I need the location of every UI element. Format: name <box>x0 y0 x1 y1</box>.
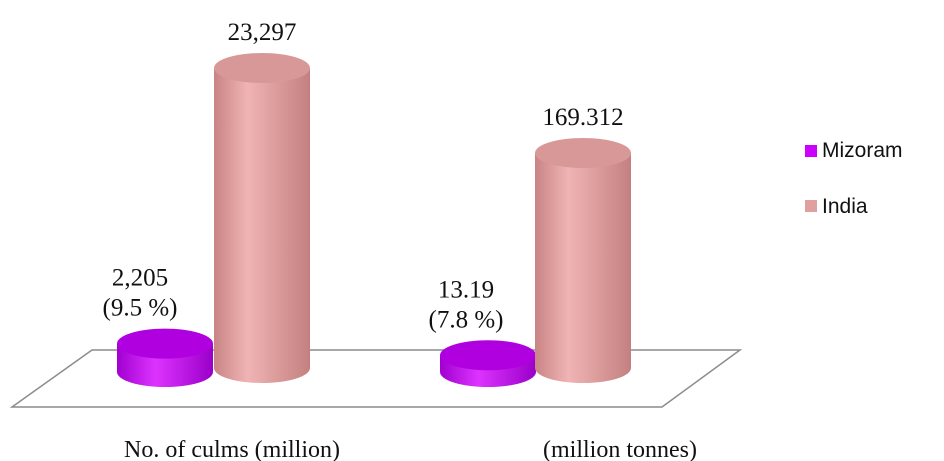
legend: Mizoram India <box>805 139 903 218</box>
bar-mizoram-2 <box>440 340 536 387</box>
bar-india-1 <box>214 53 310 383</box>
chart-bars <box>117 53 631 387</box>
bar-india-2 <box>535 138 631 383</box>
legend-swatch-india <box>805 200 817 212</box>
category-label-1: No. of culms (million) <box>124 437 340 461</box>
data-label-mizoram-1-line2: (9.5 %) <box>103 295 178 322</box>
legend-label-mizoram: Mizoram <box>822 139 903 162</box>
bar-mizoram-1 <box>117 328 213 387</box>
data-label-mizoram-1-line1: 2,205 <box>112 265 168 292</box>
legend-swatch-mizoram <box>805 145 817 157</box>
chart-data-labels: 2,205 (9.5 %) 23,297 13.19 (7.8 %) 169.312 <box>103 19 624 333</box>
category-label-2: (million tonnes) <box>543 437 697 461</box>
legend-label-india: India <box>822 195 868 218</box>
data-label-india-1: 23,297 <box>228 19 297 46</box>
data-label-mizoram-2-line1: 13.19 <box>438 276 494 303</box>
data-label-mizoram-2-line2: (7.8 %) <box>429 306 504 333</box>
data-label-india-2: 169.312 <box>542 104 623 131</box>
